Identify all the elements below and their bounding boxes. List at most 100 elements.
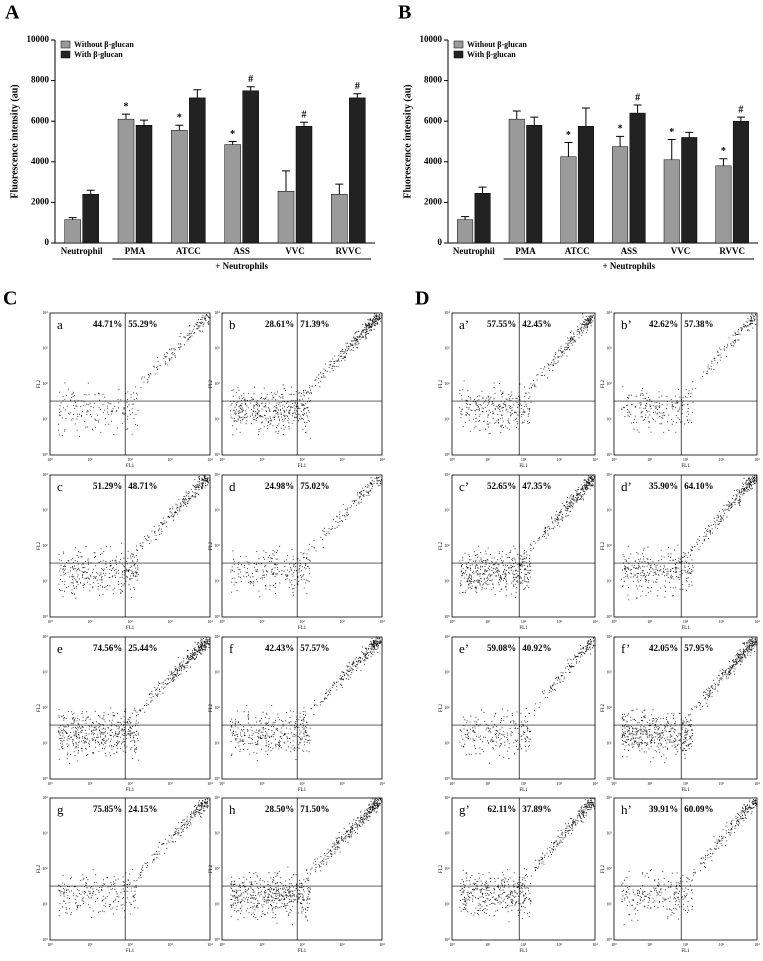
y-tick-label: 10⁴ <box>606 634 612 639</box>
x-tick-label: 10³ <box>557 781 563 786</box>
quadrant-right: 40.92% <box>522 643 551 653</box>
x-tick-label: 10⁴ <box>592 942 598 947</box>
y-tick-label: 10⁴ <box>606 795 612 800</box>
y-tick-label: 10¹ <box>444 416 450 421</box>
quadrant-left: 28.50% <box>265 804 294 814</box>
y-axis-label: FL2 <box>439 703 444 712</box>
error-bar <box>685 131 694 138</box>
y-axis-label: FL2 <box>37 864 42 873</box>
bar <box>612 146 629 244</box>
x-tick-label: 10¹ <box>87 781 93 786</box>
y-tick-label: 10² <box>42 543 48 548</box>
x-tick-label: 10¹ <box>485 942 491 947</box>
y-tick-label: 10¹ <box>42 416 48 421</box>
plot-label: a <box>57 317 63 332</box>
x-tick-label: 10⁴ <box>207 619 213 624</box>
bar <box>526 125 543 244</box>
plot-label: e’ <box>459 641 469 656</box>
quadrant-left: 51.29% <box>93 481 122 491</box>
plot-label: b <box>229 317 236 332</box>
bar <box>135 125 153 244</box>
y-tick-label: 10³ <box>42 830 48 835</box>
y-axis-label: FL2 <box>439 864 444 873</box>
x-tick-label: 10² <box>299 781 305 786</box>
x-tick-label: 10³ <box>167 619 173 624</box>
x-tick-label: ATCC <box>565 246 590 256</box>
y-tick-label: 10¹ <box>606 740 612 745</box>
y-tick-label: 4000 <box>424 156 443 166</box>
y-tick-label: 10³ <box>606 830 612 835</box>
bar <box>663 159 680 244</box>
y-axis-label: FL2 <box>601 703 606 712</box>
x-tick-label: 10¹ <box>87 619 93 624</box>
y-tick-label: 10² <box>214 705 220 710</box>
x-tick-label: 10⁴ <box>207 942 213 947</box>
y-axis-label: FL2 <box>37 541 42 550</box>
x-tick-label: 10³ <box>719 619 725 624</box>
x-tick-label: 10³ <box>339 457 345 462</box>
x-axis-label: FL1 <box>126 626 135 631</box>
bar <box>715 165 732 244</box>
x-tick-label: 10² <box>299 457 305 462</box>
y-tick-label: 10³ <box>214 830 220 835</box>
x-axis-label: FL1 <box>298 949 307 954</box>
x-axis-label: FL1 <box>298 788 307 793</box>
y-tick-label: 10⁴ <box>606 310 612 315</box>
y-tick-label: 10000 <box>420 34 443 44</box>
quadrant-right: 71.50% <box>300 804 329 814</box>
x-tick-label: 10⁰ <box>219 942 225 947</box>
error-bar <box>616 135 625 147</box>
y-tick-label: 10¹ <box>444 901 450 906</box>
x-tick-label: 10⁰ <box>449 781 455 786</box>
x-axis-label: FL1 <box>126 788 135 793</box>
y-tick-label: 10¹ <box>214 578 220 583</box>
y-tick-label: 10³ <box>444 669 450 674</box>
y-tick-label: 10² <box>444 543 450 548</box>
y-tick-label: 10⁰ <box>444 937 450 942</box>
quadrant-left: 59.08% <box>487 643 516 653</box>
quadrant-left: 62.11% <box>487 804 516 814</box>
event-cloud <box>230 798 383 926</box>
plot-label: f <box>229 641 234 656</box>
x-tick-label: Neutrophil <box>453 246 495 256</box>
x-tick-label: 10¹ <box>259 457 265 462</box>
panel-label: B <box>398 2 411 24</box>
plot-label: e <box>57 641 63 656</box>
flow-plot-frame <box>221 797 383 941</box>
y-tick-label: 10³ <box>42 669 48 674</box>
y-tick-label: 10³ <box>214 345 220 350</box>
x-tick-label: 10⁴ <box>592 619 598 624</box>
y-tick-label: 10³ <box>606 345 612 350</box>
y-axis-label: Fluorescence intensity (au) <box>402 84 413 198</box>
quadrant-left: 75.85% <box>93 804 122 814</box>
x-tick-label: 10⁰ <box>449 942 455 947</box>
x-tick-label: 10¹ <box>647 781 653 786</box>
x-tick-label: 10⁰ <box>611 457 617 462</box>
x-tick-label: 10³ <box>557 619 563 624</box>
x-tick-label: 10³ <box>339 942 345 947</box>
x-tick-label: Neutrophil <box>61 246 103 256</box>
flow-plot-frame <box>613 312 758 456</box>
x-axis-label: FL1 <box>126 464 135 469</box>
error-bar <box>300 121 308 127</box>
y-tick-label: 10¹ <box>214 416 220 421</box>
error-bar <box>512 110 521 120</box>
x-tick-label: 10² <box>521 781 527 786</box>
x-tick-label: 10⁰ <box>611 619 617 624</box>
x-axis-label: FL1 <box>519 464 528 469</box>
y-axis-label: FL2 <box>601 379 606 388</box>
x-tick-label: 10¹ <box>485 619 491 624</box>
legend-swatch <box>453 40 464 49</box>
y-axis-label: FL2 <box>37 379 42 388</box>
quadrant-left: 35.90% <box>649 481 678 491</box>
quadrant-left: 39.91% <box>649 804 678 814</box>
x-tick-label: 10⁰ <box>449 619 455 624</box>
x-tick-label: 10⁰ <box>219 457 225 462</box>
x-tick-label: 10¹ <box>485 781 491 786</box>
bar <box>732 120 749 244</box>
bar <box>189 97 206 244</box>
error-bar <box>193 89 202 98</box>
quadrant-left: 42.62% <box>649 319 678 329</box>
bar <box>64 219 81 244</box>
